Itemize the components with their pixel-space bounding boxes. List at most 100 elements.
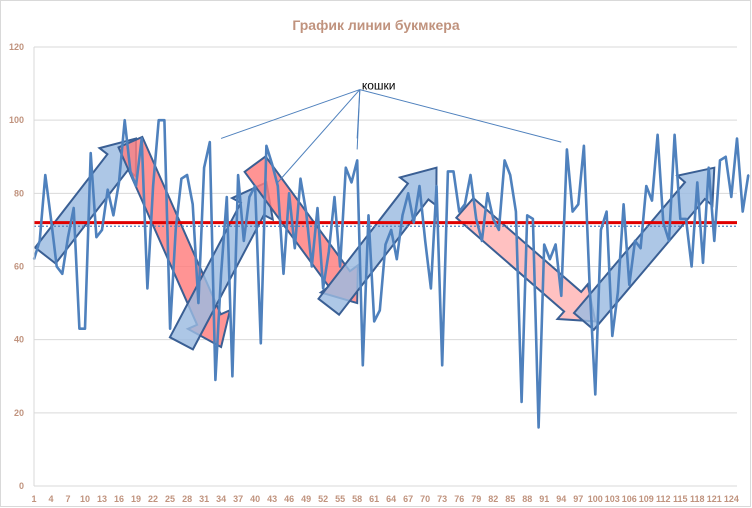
data-point (515, 210, 517, 213)
data-point (129, 170, 132, 173)
x-tick-label: 55 (335, 494, 345, 504)
data-point (169, 327, 172, 330)
data-point (203, 166, 206, 169)
data-point (327, 251, 330, 253)
data-point (106, 188, 109, 191)
x-tick-label: 37 (233, 494, 243, 504)
x-tick-label: 10 (80, 494, 90, 504)
x-tick-label: 94 (556, 494, 566, 504)
data-point (356, 159, 359, 162)
x-tick-label: 88 (522, 494, 532, 504)
data-point (191, 203, 194, 206)
data-point (526, 214, 529, 217)
data-point (747, 174, 750, 176)
data-point (707, 166, 710, 169)
y-tick-label: 20 (14, 408, 24, 418)
data-point (469, 174, 472, 176)
annotation-leader (359, 89, 562, 143)
y-tick-label: 0 (19, 481, 24, 491)
data-point (112, 214, 115, 217)
x-tick-label: 118 (690, 494, 705, 504)
y-tick-label: 60 (14, 262, 24, 272)
data-point (152, 185, 155, 187)
data-point (662, 221, 665, 224)
x-tick-label: 85 (505, 494, 515, 504)
data-point (412, 221, 415, 224)
x-tick-label: 31 (199, 494, 209, 504)
x-tick-label: 28 (182, 494, 192, 504)
data-point (84, 327, 86, 330)
x-tick-label: 109 (639, 494, 654, 504)
data-point (299, 177, 302, 180)
data-point (237, 174, 240, 176)
trend-arrow (317, 166, 438, 317)
x-tick-label: 22 (148, 494, 158, 504)
data-point (254, 185, 256, 187)
data-point (645, 185, 648, 187)
data-point (367, 214, 370, 217)
x-tick-label: 34 (216, 494, 226, 504)
x-tick-label: 103 (605, 494, 620, 504)
data-point (44, 174, 47, 176)
data-point (566, 148, 568, 151)
data-point (242, 240, 245, 242)
data-point (549, 258, 551, 261)
data-point (736, 137, 738, 140)
data-point (656, 133, 659, 136)
data-point (503, 159, 506, 162)
data-point (475, 218, 478, 220)
data-point (220, 272, 223, 275)
data-point (600, 229, 602, 231)
x-tick-label: 61 (369, 494, 379, 504)
x-tick-label: 112 (656, 494, 671, 504)
x-tick-label: 16 (114, 494, 124, 504)
x-tick-label: 49 (301, 494, 311, 504)
data-point (231, 375, 234, 378)
data-point (322, 287, 324, 290)
data-point (458, 210, 461, 213)
annotation-leader (220, 89, 360, 139)
data-point (378, 309, 381, 312)
data-point (78, 327, 81, 330)
data-point (276, 185, 279, 187)
data-point (668, 240, 670, 242)
data-point (293, 247, 296, 250)
x-tick-label: 76 (454, 494, 464, 504)
data-point (67, 236, 69, 239)
data-point (118, 181, 120, 184)
data-point (180, 177, 183, 180)
data-point (435, 185, 438, 187)
x-tick-label: 1 (31, 494, 36, 504)
data-point (123, 119, 126, 122)
data-point (464, 203, 466, 206)
x-tick-label: 82 (488, 494, 498, 504)
data-point (492, 218, 495, 220)
data-point (61, 272, 64, 275)
x-tick-label: 43 (267, 494, 277, 504)
data-point (651, 199, 653, 202)
data-point (577, 203, 580, 206)
data-point (344, 166, 347, 169)
data-point (89, 152, 92, 155)
data-point (571, 210, 574, 213)
data-point (713, 240, 716, 242)
x-tick-label: 52 (318, 494, 328, 504)
data-point (532, 218, 534, 220)
data-point (430, 287, 432, 290)
data-point (174, 229, 177, 231)
data-point (617, 291, 619, 293)
data-point (146, 287, 149, 290)
data-point (441, 364, 444, 367)
data-point (543, 243, 546, 246)
data-point (350, 181, 353, 184)
data-point (208, 141, 211, 144)
data-point (690, 265, 693, 268)
annotation-leader (277, 89, 361, 183)
annotation-leader (356, 89, 361, 139)
data-point (486, 192, 489, 195)
data-point (685, 218, 687, 220)
data-point (588, 283, 591, 286)
data-point (259, 342, 262, 345)
